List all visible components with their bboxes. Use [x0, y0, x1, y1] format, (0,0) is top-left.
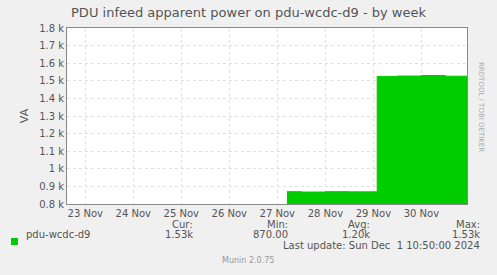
svg-text:30 Nov: 30 Nov [404, 208, 440, 219]
svg-text:1.8 k: 1.8 k [39, 23, 64, 34]
svg-text:1.5 k: 1.5 k [39, 75, 64, 86]
svg-text:870.00: 870.00 [253, 229, 288, 240]
svg-text:1.7 k: 1.7 k [39, 40, 64, 51]
svg-text:1.1 k: 1.1 k [39, 146, 64, 157]
svg-text:Avg:: Avg: [348, 219, 370, 230]
svg-text:VA: VA [18, 108, 31, 123]
svg-text:1.4 k: 1.4 k [39, 93, 64, 104]
svg-text:0.9 k: 0.9 k [39, 181, 64, 192]
svg-text:1.2 k: 1.2 k [39, 128, 64, 139]
svg-text:pdu-wcdc-d9: pdu-wcdc-d9 [26, 229, 90, 240]
svg-text:26 Nov: 26 Nov [212, 208, 248, 219]
svg-text:27 Nov: 27 Nov [260, 208, 296, 219]
svg-text:28 Nov: 28 Nov [308, 208, 344, 219]
svg-text:1.53k: 1.53k [452, 229, 480, 240]
svg-text:24 Nov: 24 Nov [116, 208, 152, 219]
svg-text:1.3 k: 1.3 k [39, 111, 64, 122]
svg-text:Min:: Min: [267, 219, 288, 230]
svg-text:1.53k: 1.53k [165, 229, 193, 240]
svg-text:1.6 k: 1.6 k [39, 58, 64, 69]
svg-text:Munin 2.0.75: Munin 2.0.75 [222, 256, 274, 265]
svg-text:23 Nov: 23 Nov [68, 208, 104, 219]
svg-text:RRDTOOL / TOBI OETIKER: RRDTOOL / TOBI OETIKER [477, 62, 485, 152]
svg-text:25 Nov: 25 Nov [164, 208, 200, 219]
svg-text:Max:: Max: [456, 219, 480, 230]
svg-text:Last update: Sun Dec 1 10:50:: Last update: Sun Dec 1 10:50:00 2024 [283, 240, 480, 251]
svg-text:1.20k: 1.20k [342, 229, 370, 240]
svg-text:PDU infeed apparent power on p: PDU infeed apparent power on pdu-wcdc-d9… [71, 5, 426, 20]
svg-text:Cur:: Cur: [172, 219, 193, 230]
svg-text:29 Nov: 29 Nov [356, 208, 392, 219]
svg-text:0.8 k: 0.8 k [39, 199, 64, 210]
svg-text:1 k: 1 k [49, 163, 65, 174]
